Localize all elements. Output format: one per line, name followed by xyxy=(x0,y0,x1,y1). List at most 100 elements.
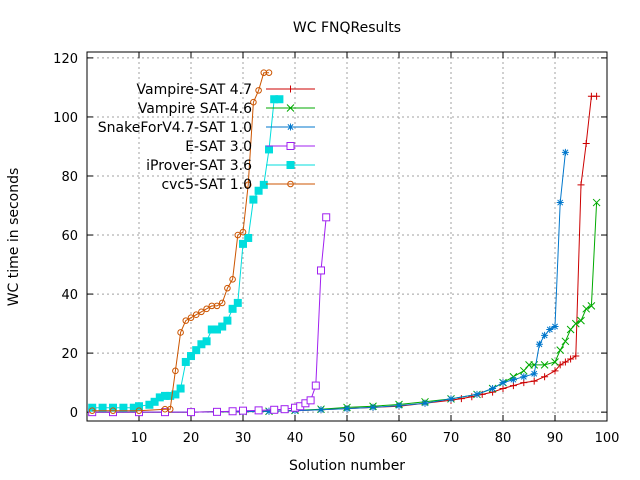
x-tick-label: 20 xyxy=(183,431,200,446)
data-point xyxy=(530,377,538,385)
y-tick-label: 100 xyxy=(53,111,78,126)
data-point xyxy=(395,402,403,410)
data-point xyxy=(593,92,601,100)
data-point xyxy=(228,407,237,416)
data-point xyxy=(255,87,262,94)
data-point xyxy=(176,384,185,393)
data-point xyxy=(198,308,205,316)
data-point xyxy=(561,337,570,346)
data-point xyxy=(249,195,258,204)
legend-marker xyxy=(287,85,294,93)
series-1 xyxy=(88,92,601,416)
data-point xyxy=(577,181,585,189)
data-point xyxy=(551,323,559,331)
data-point xyxy=(172,367,179,375)
legend-label: iProver-SAT 3.6 xyxy=(146,158,252,174)
y-tick-label: 60 xyxy=(61,229,78,244)
data-point xyxy=(192,311,200,319)
legend-marker xyxy=(286,142,295,150)
data-point xyxy=(88,407,96,414)
data-point xyxy=(551,367,559,375)
legend-marker xyxy=(286,161,295,169)
series-4 xyxy=(88,213,331,417)
data-point xyxy=(187,314,195,321)
legend-marker xyxy=(287,180,294,188)
series-line xyxy=(92,95,597,413)
data-point xyxy=(203,305,210,313)
data-point xyxy=(265,145,273,154)
data-point xyxy=(228,304,237,313)
tick-labels: 10 20 30 40 50 60 70 80 90 100 0 20 40 60 80 100 120 xyxy=(53,52,619,446)
data-point xyxy=(556,346,565,355)
data-point xyxy=(421,399,429,407)
legend-label: Vampire SAT-4.6 xyxy=(138,101,252,117)
data-point xyxy=(270,405,279,414)
data-point xyxy=(489,385,497,393)
data-point xyxy=(250,98,257,106)
data-point xyxy=(322,213,331,222)
data-point xyxy=(520,373,528,381)
x-tick-label: 100 xyxy=(595,431,620,446)
data-point xyxy=(239,239,247,248)
data-point xyxy=(135,402,143,411)
legend-entry-4: E-SAT 3.0 xyxy=(185,139,315,155)
data-point xyxy=(187,408,195,417)
data-point xyxy=(213,407,221,416)
data-point xyxy=(520,379,528,387)
data-point xyxy=(561,148,569,156)
data-point xyxy=(582,140,590,148)
legend-label: Vampire-SAT 4.7 xyxy=(137,82,253,98)
y-tick-label: 120 xyxy=(53,52,78,67)
data-point xyxy=(499,385,507,393)
data-point xyxy=(530,370,538,378)
data-point xyxy=(254,186,263,195)
data-point xyxy=(150,397,159,406)
data-point xyxy=(535,340,543,348)
data-point xyxy=(234,231,242,239)
data-point xyxy=(98,403,107,412)
data-point xyxy=(473,390,481,398)
series-layer xyxy=(88,69,601,417)
data-point xyxy=(239,406,247,415)
data-point xyxy=(499,379,507,387)
x-tick-label: 60 xyxy=(391,431,408,446)
data-point xyxy=(177,329,184,336)
y-tick-label: 80 xyxy=(61,170,78,185)
legend-label: SnakeForV4.7-SAT 1.0 xyxy=(98,120,252,136)
data-point xyxy=(109,407,117,414)
series-line xyxy=(92,217,327,413)
data-point xyxy=(561,358,569,366)
data-point xyxy=(166,405,174,413)
data-point xyxy=(571,319,580,328)
data-point xyxy=(202,337,211,346)
data-point xyxy=(509,376,517,384)
x-tick-label: 10 xyxy=(131,431,148,446)
data-point xyxy=(311,381,320,390)
data-point xyxy=(239,228,247,236)
data-point xyxy=(592,198,601,207)
x-tick-label: 30 xyxy=(235,431,252,446)
y-axis-label: WC time in seconds xyxy=(6,168,22,307)
data-point xyxy=(213,302,221,310)
legend-entry-1: Vampire-SAT 4.7 xyxy=(137,82,315,98)
data-point xyxy=(244,233,253,242)
data-point xyxy=(254,406,263,415)
plot-frame xyxy=(86,51,608,422)
data-point xyxy=(223,316,232,325)
x-tick-label: 50 xyxy=(339,431,356,446)
data-point xyxy=(280,405,289,414)
series-6 xyxy=(88,69,273,414)
data-point xyxy=(275,95,284,104)
data-point xyxy=(509,382,517,390)
data-point xyxy=(317,406,325,414)
legend-marker xyxy=(287,123,294,131)
data-point xyxy=(181,357,190,366)
legend-entry-5: iProver-SAT 3.6 xyxy=(146,158,315,174)
series-line xyxy=(92,202,598,413)
data-point xyxy=(224,284,231,292)
data-point xyxy=(119,403,128,412)
data-point xyxy=(265,407,273,415)
x-tick-label: 80 xyxy=(495,431,512,446)
data-point xyxy=(135,407,143,414)
legend-entry-6: cvc5-SAT 1.0 xyxy=(161,177,315,193)
